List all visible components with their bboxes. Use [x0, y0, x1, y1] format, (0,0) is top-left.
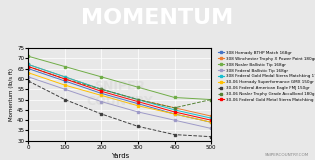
Text: MOMENTUM: MOMENTUM — [81, 8, 234, 28]
Legend: 308 Hornady BTHP Match 168gr, 308 Winchester Trophy X Power Point 180gr, 308 Nos: 308 Hornady BTHP Match 168gr, 308 Winche… — [217, 50, 315, 103]
Text: SNIPER
COUNTRY: SNIPER COUNTRY — [86, 80, 153, 108]
Y-axis label: Momentum (lb/s ft): Momentum (lb/s ft) — [9, 68, 14, 121]
Text: SNIPERCOUNTRY.COM: SNIPERCOUNTRY.COM — [265, 153, 309, 157]
X-axis label: Yards: Yards — [111, 153, 129, 159]
